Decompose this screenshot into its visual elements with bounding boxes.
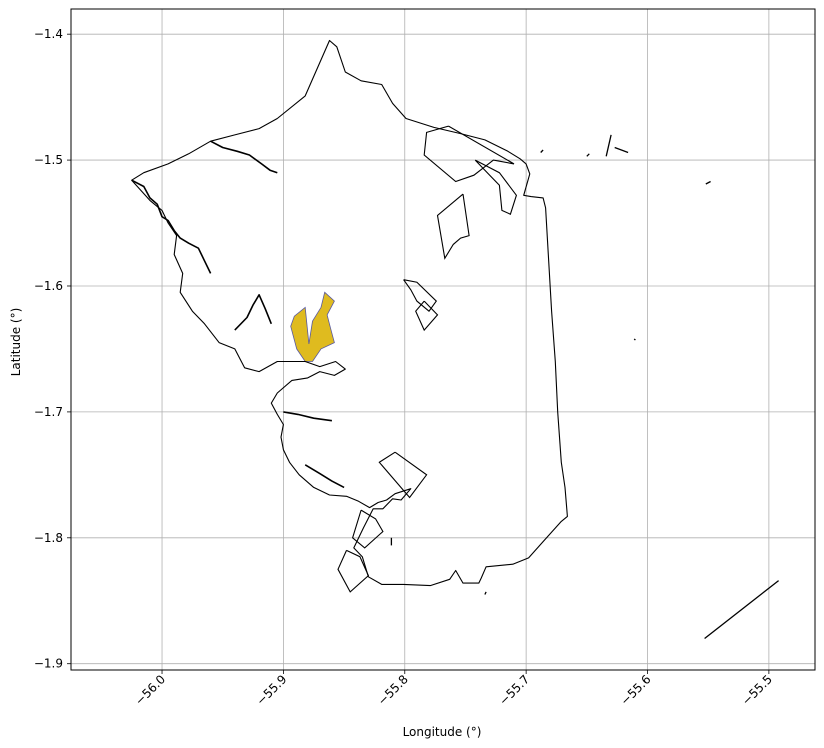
offshore-segment [614,146,629,154]
y-tick-label: −1.6 [34,279,63,293]
offshore-segment [586,153,590,157]
y-tick-label: −1.9 [34,657,63,671]
y-tick-label: −1.5 [34,153,63,167]
y-axis-label: Latitude (°) [9,308,23,377]
coastline [283,411,333,422]
grid-lines [71,9,815,670]
x-tick-label: −55.5 [739,672,775,708]
offshore-segment [605,134,612,157]
y-tick-label: −1.7 [34,405,63,419]
x-tick-label: −55.9 [254,672,290,708]
main-boundary [131,39,568,587]
coastline [304,464,345,489]
offshore-segment [705,180,711,185]
offshore-segment [540,149,544,153]
x-tick-label: −56.0 [132,672,168,708]
offshore-segment [704,580,780,640]
inner-boundary [403,279,438,313]
y-tick-label: −1.8 [34,531,63,545]
coastline [210,140,278,174]
plot-frame [70,8,816,671]
inner-boundary [415,300,439,332]
offshore-segment [633,338,636,341]
inner-boundary [436,193,470,260]
x-axis-label: Longitude (°) [403,725,482,739]
coastline [131,179,212,274]
inner-boundary [423,125,515,183]
x-tick-label: −55.7 [496,672,532,708]
inner-boundary [351,509,384,549]
x-tick-label: −55.6 [618,672,654,708]
highlighted-area [290,291,335,362]
map-shapes [131,39,780,640]
inner-boundary [378,451,428,499]
coastline [234,293,273,331]
inner-boundary [337,549,370,593]
offshore-segment [484,591,487,595]
x-tick-label: −55.8 [375,672,411,708]
y-tick-label: −1.4 [34,27,63,41]
inner-boundary [474,159,518,215]
